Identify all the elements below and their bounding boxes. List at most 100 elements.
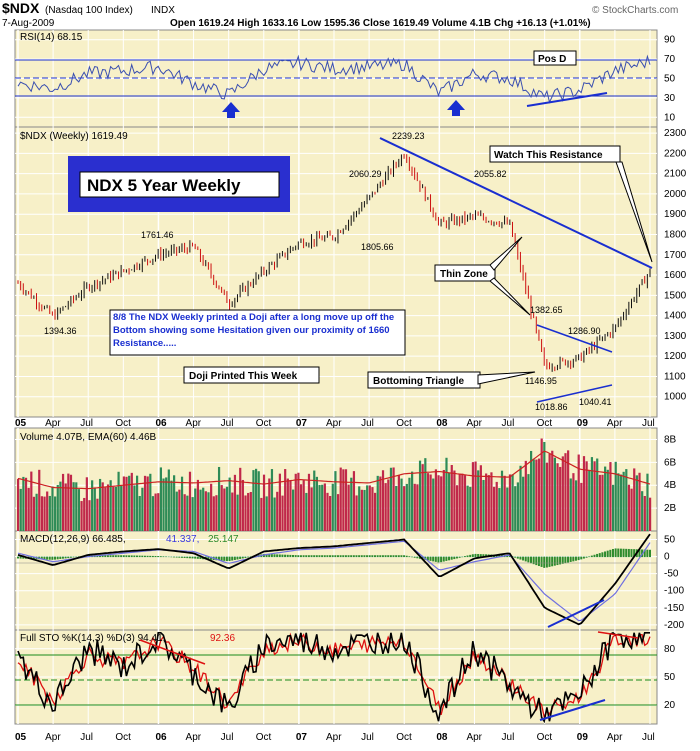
- volume-bar: [297, 472, 300, 531]
- volume-bar: [91, 480, 94, 531]
- volume-bar: [315, 476, 319, 531]
- x-tick-label: Jul: [642, 732, 655, 743]
- volume-bar: [278, 473, 281, 531]
- macd-hist-bar: [228, 556, 231, 562]
- volume-bar: [530, 450, 533, 531]
- volume-bar: [411, 471, 414, 531]
- doji-callout: Doji Printed This Week: [189, 371, 298, 382]
- volume-bar: [487, 475, 490, 531]
- macd-hist-bar: [347, 555, 350, 558]
- volume-bar: [596, 458, 599, 531]
- macd-hist-bar: [463, 556, 466, 558]
- volume-bar: [120, 486, 123, 531]
- macd-hist-bar: [122, 555, 125, 558]
- volume-bar: [455, 485, 459, 531]
- macd-hist-bar: [225, 556, 228, 562]
- macd-hist-bar: [350, 555, 353, 558]
- volume-bar: [606, 469, 609, 531]
- volume-bar: [151, 496, 155, 531]
- volume-bar: [559, 466, 562, 531]
- volume-bar: [376, 475, 379, 531]
- volume-bar: [40, 496, 43, 531]
- y-tick-label: -200: [664, 620, 684, 631]
- header-ohlc: Open 1619.24 High 1633.16 Low 1595.36 Cl…: [170, 18, 591, 29]
- macd-hist-bar: [442, 556, 445, 562]
- macd-hist-bar: [128, 555, 131, 558]
- volume-bars: [17, 438, 652, 531]
- macd-hist-bar: [392, 555, 395, 558]
- macd-hist-bar: [32, 556, 35, 560]
- macd-hist-bar: [54, 556, 57, 560]
- x-tick-label: Apr: [466, 418, 482, 429]
- volume-bar: [614, 461, 617, 531]
- macd-hist-bar: [318, 555, 321, 558]
- price-label-1394: 1394.36: [44, 326, 77, 336]
- macd-hist-bar: [403, 555, 406, 558]
- macd-hist-bar: [585, 556, 588, 558]
- macd-hist-bar: [397, 555, 400, 558]
- x-tick-label: 06: [155, 418, 167, 429]
- macd-divergence-line: [547, 599, 605, 628]
- macd-hist-bar: [469, 554, 472, 558]
- volume-bar: [61, 473, 65, 531]
- volume-bar: [434, 469, 438, 531]
- macd-hist-bar: [524, 556, 527, 562]
- macd-hist-bar: [519, 556, 522, 560]
- macd-hist-bar: [461, 556, 464, 558]
- volume-bar: [358, 486, 361, 531]
- volume-bar: [347, 484, 350, 531]
- x-tick-label: Apr: [607, 418, 623, 429]
- sto-divergence-blue: [539, 699, 606, 721]
- x-tick-label: Jul: [361, 732, 374, 743]
- volume-bar: [270, 469, 274, 531]
- volume-bar: [93, 488, 96, 531]
- macd-hist-bar: [146, 555, 149, 558]
- volume-bar: [426, 473, 430, 531]
- macd-hist-bar: [130, 555, 133, 558]
- volume-bar: [249, 491, 252, 531]
- volume-bar: [146, 476, 149, 531]
- macd-hist-bar: [143, 555, 146, 558]
- macd-hist-bar: [30, 556, 33, 559]
- y-tick-label: 1300: [664, 331, 687, 342]
- header-name: (Nasdaq 100 Index): [45, 5, 133, 16]
- volume-bar: [474, 461, 477, 531]
- volume-bar: [98, 478, 102, 531]
- macd-hist-bar: [426, 556, 429, 561]
- volume-bar: [313, 470, 316, 531]
- macd-hist-bar: [540, 556, 543, 567]
- macd-hist-bar: [625, 548, 628, 558]
- macd-histogram: [17, 548, 651, 568]
- macd-hist-bar: [440, 556, 443, 563]
- macd-hist-bar: [551, 556, 554, 567]
- macd-hist-bar: [448, 556, 451, 561]
- macd-hist-bar: [106, 555, 109, 558]
- volume-bar: [106, 484, 110, 531]
- volume-bar: [352, 471, 356, 531]
- volume-bar: [170, 480, 173, 531]
- volume-bar: [260, 497, 263, 531]
- volume-bar: [159, 467, 162, 531]
- volume-bar: [239, 467, 242, 531]
- macd-hist-bar: [627, 548, 630, 558]
- y-tick-label: 90: [664, 35, 676, 46]
- volume-bar: [508, 474, 512, 531]
- volume-bar: [429, 474, 432, 531]
- macd-hist-bar: [418, 556, 421, 559]
- macd-line: [17, 533, 651, 626]
- volume-bar: [233, 474, 237, 531]
- volume-bar: [133, 485, 136, 531]
- volume-bar: [580, 482, 583, 531]
- volume-bar: [387, 479, 390, 531]
- macd-hist-bar: [379, 555, 382, 558]
- macd-hist-bar: [373, 555, 376, 558]
- volume-bar: [268, 478, 271, 531]
- volume-bar: [183, 494, 186, 531]
- volume-bar: [421, 464, 424, 531]
- x-tick-label: Apr: [607, 732, 623, 743]
- y-tick-label: 2100: [664, 169, 687, 180]
- volume-bar: [72, 482, 75, 531]
- macd-hist-bar: [223, 556, 226, 561]
- volume-bar: [368, 485, 371, 531]
- volume-bar: [305, 492, 308, 531]
